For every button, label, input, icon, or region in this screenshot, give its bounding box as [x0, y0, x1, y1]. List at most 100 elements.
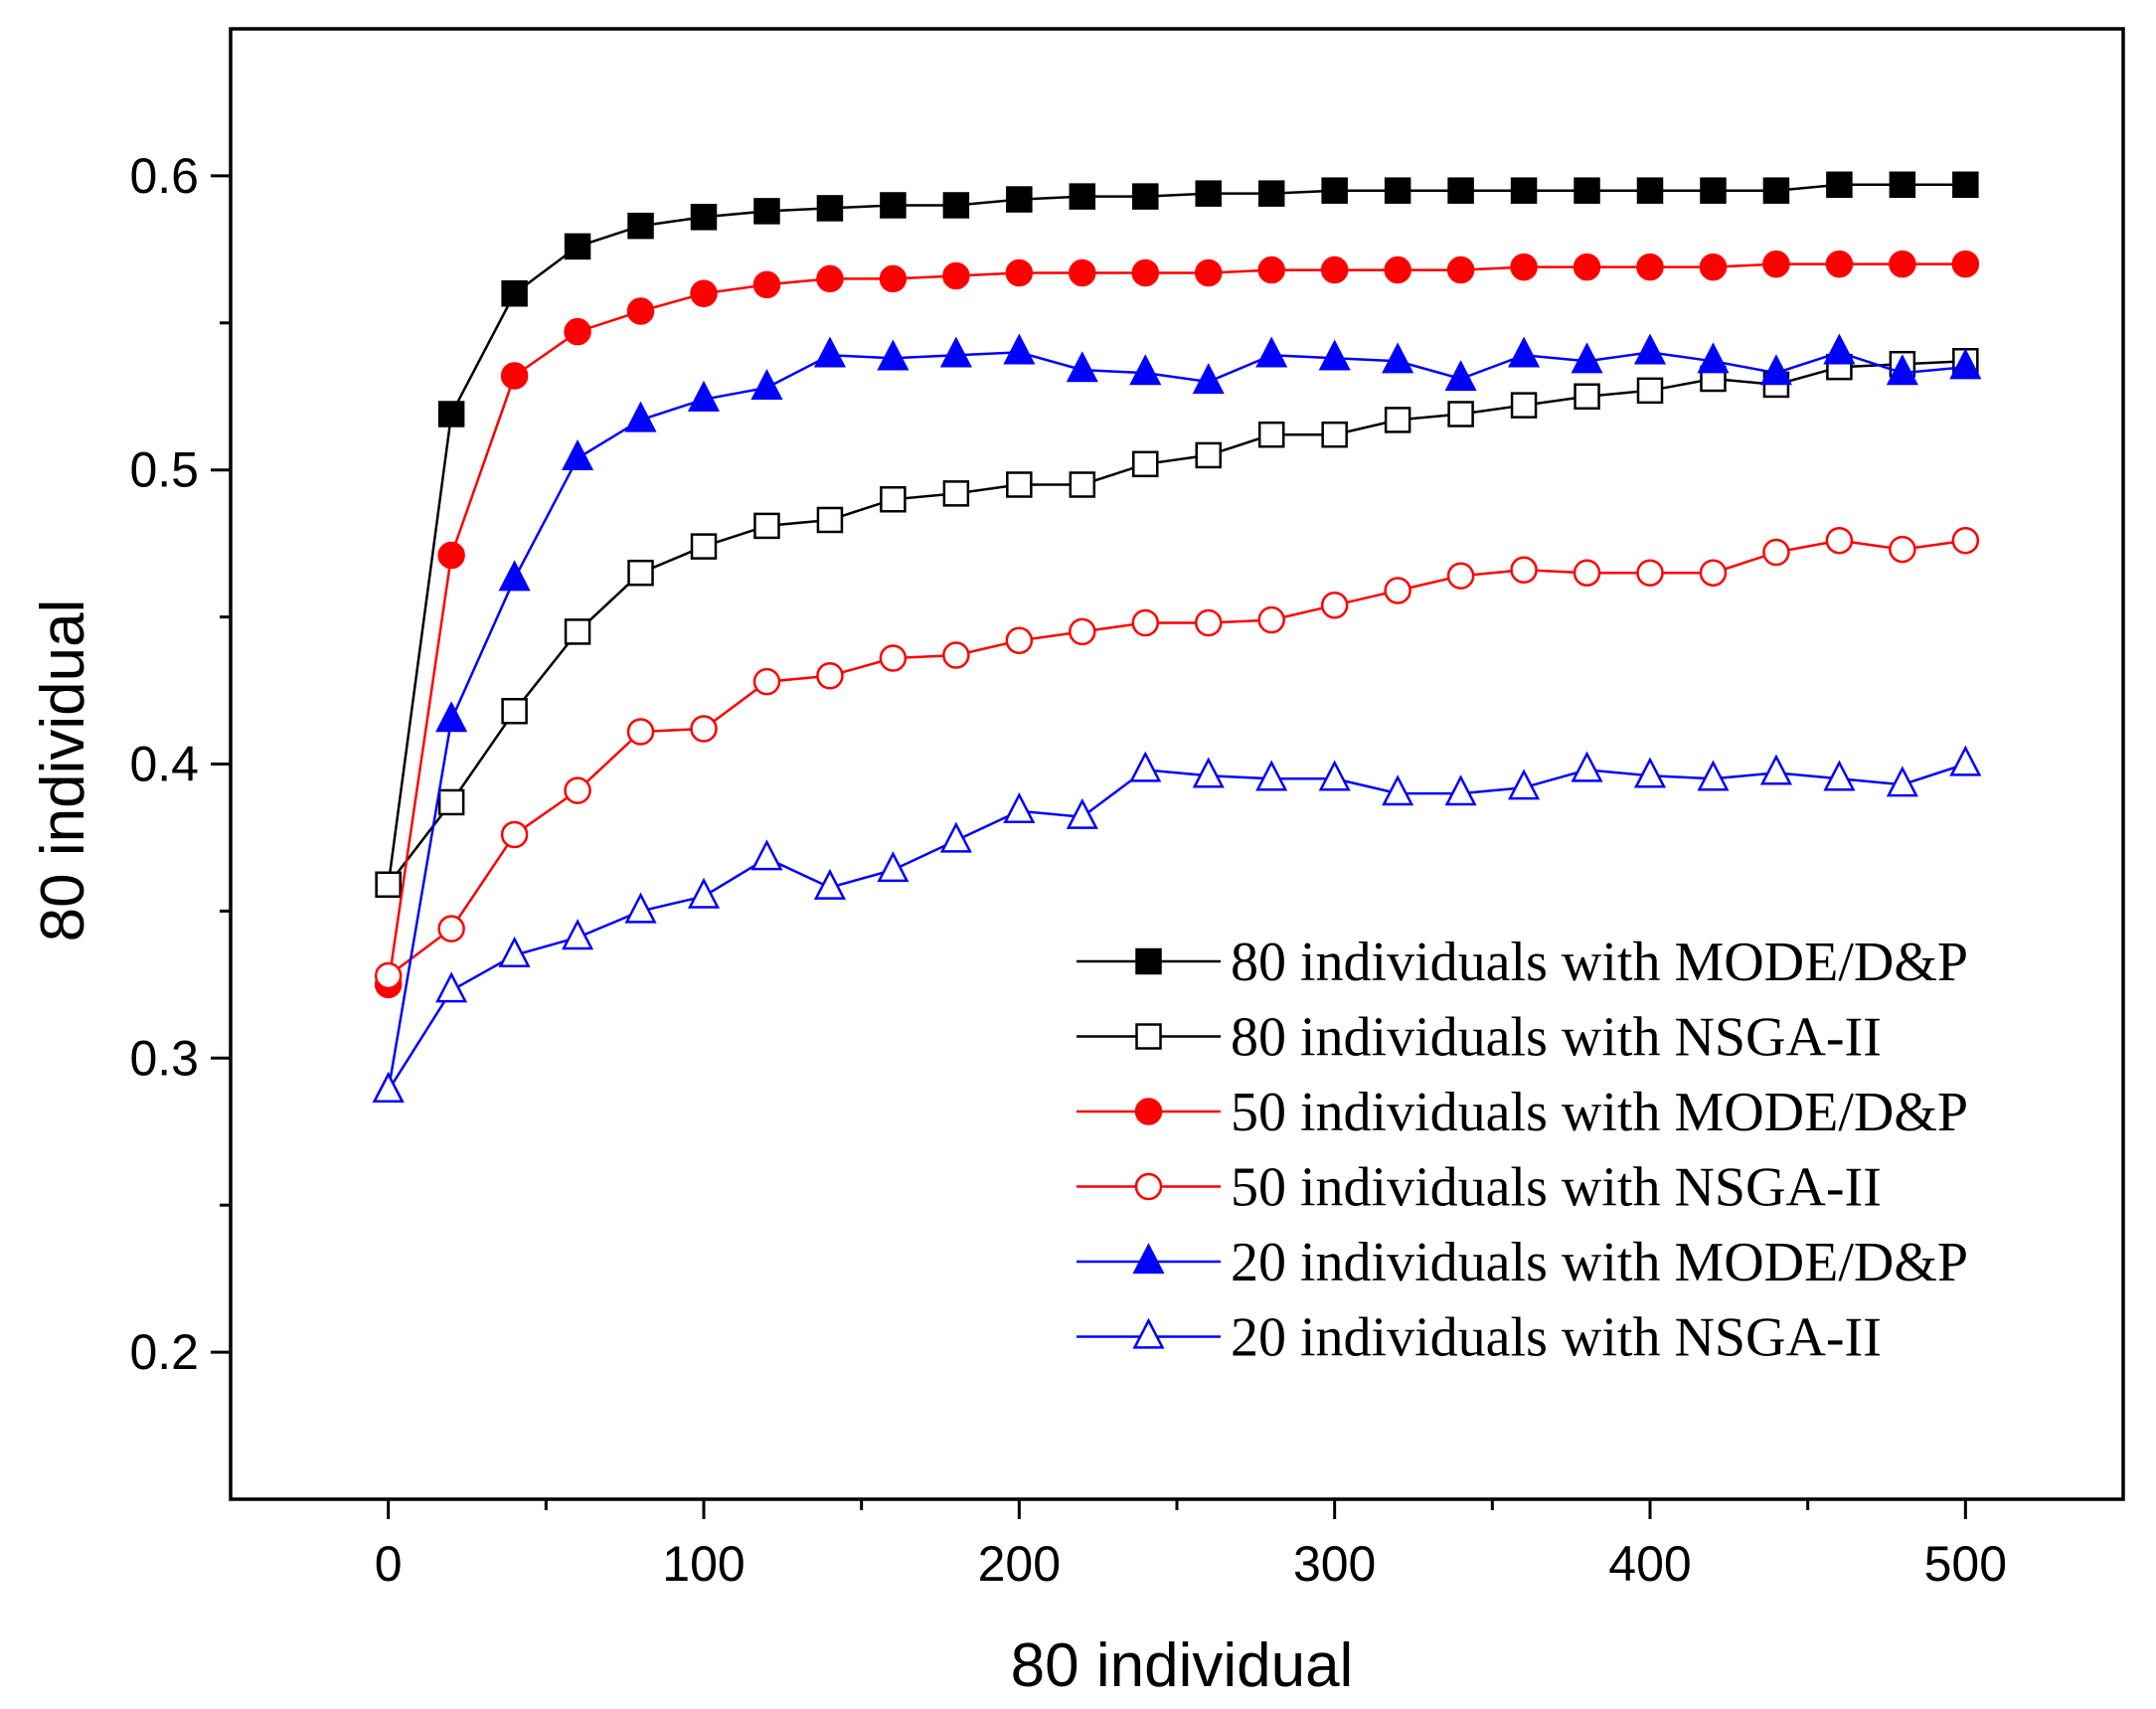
data-point: [752, 270, 781, 299]
series-3: [374, 250, 1980, 999]
data-point: [1573, 559, 1601, 587]
legend-marker: [1132, 1243, 1165, 1275]
data-point: [1257, 421, 1285, 448]
legend-marker: [1135, 1023, 1162, 1050]
data-point: [501, 698, 528, 725]
data-point: [1825, 526, 1854, 555]
data-point: [1700, 177, 1727, 204]
data-point: [1257, 605, 1285, 634]
data-point: [1508, 769, 1541, 800]
data-point: [879, 644, 908, 672]
data-point: [1447, 401, 1474, 427]
data-point: [1069, 258, 1096, 287]
data-point: [1573, 253, 1601, 281]
data-point: [435, 971, 468, 1003]
data-point: [1636, 559, 1664, 587]
data-point: [1255, 336, 1288, 368]
legend: 80 individuals with MODE/D&P 80 individua…: [1077, 932, 1968, 1369]
data-point: [690, 533, 718, 560]
data-point: [501, 279, 528, 307]
data-point: [1886, 766, 1918, 797]
data-point: [1320, 256, 1349, 284]
data-point: [1949, 348, 1982, 380]
legend-marker: [1134, 1098, 1163, 1125]
data-point: [1005, 626, 1034, 655]
data-point: [1762, 177, 1790, 204]
axis-layer: 0 100 200 300 400 500 0.2 0.3 0.4 0.5 0.6: [129, 27, 2125, 1592]
data-point: [1699, 253, 1728, 281]
data-point: [1318, 760, 1351, 791]
x-tick-label: 200: [978, 1536, 1061, 1592]
data-point: [1574, 383, 1600, 410]
data-point: [813, 336, 846, 368]
data-point: [750, 839, 783, 871]
series-line: [387, 763, 1966, 1092]
data-point: [375, 871, 402, 899]
data-point: [1006, 471, 1033, 498]
data-point: [1446, 562, 1475, 590]
data-point: [1384, 177, 1411, 204]
data-point: [1633, 757, 1667, 788]
data-point: [498, 560, 531, 592]
data-point: [564, 776, 591, 804]
data-point: [1255, 760, 1288, 791]
data-point: [1195, 441, 1222, 469]
data-point: [877, 339, 910, 371]
data-point: [942, 261, 970, 290]
data-point: [816, 264, 844, 293]
data-point: [816, 195, 844, 222]
data-point: [1510, 392, 1538, 419]
data-point: [1131, 258, 1160, 287]
data-point: [1951, 526, 1980, 555]
series-6: [372, 745, 1982, 1104]
data-point: [1759, 754, 1792, 785]
x-tick-label: 400: [1608, 1536, 1691, 1592]
legend-item: 80 individuals with NSGA-II: [1077, 1007, 1882, 1069]
data-point: [1951, 250, 1980, 278]
data-point: [1444, 774, 1477, 806]
data-point: [750, 369, 783, 401]
data-point: [435, 701, 468, 733]
data-point: [690, 715, 718, 743]
data-point: [372, 1071, 405, 1104]
data-point: [1069, 183, 1096, 210]
data-point: [1889, 535, 1916, 564]
data-point: [1889, 171, 1916, 199]
data-point: [1132, 183, 1159, 210]
data-point: [564, 233, 591, 260]
legend-marker: [1132, 1317, 1165, 1349]
series-layer: [372, 171, 1982, 1104]
data-point: [1384, 577, 1411, 604]
data-point: [1636, 377, 1664, 405]
data-point: [1069, 617, 1096, 646]
data-point: [816, 506, 844, 534]
legend-item: 80 individuals with MODE/D&P: [1077, 932, 1968, 993]
data-point: [1636, 253, 1664, 281]
y-axis-title: 80 individual: [29, 599, 97, 942]
series-5: [372, 333, 1982, 1104]
data-point: [939, 336, 972, 368]
data-point: [1382, 342, 1414, 374]
data-point: [500, 362, 529, 390]
data-point: [1003, 791, 1036, 823]
data-point: [752, 667, 781, 696]
data-point: [1129, 354, 1162, 386]
data-point: [1510, 556, 1538, 585]
data-point: [437, 401, 465, 427]
legend-label: 80 individuals with NSGA-II: [1231, 1007, 1882, 1069]
data-point: [1446, 256, 1475, 284]
data-point: [562, 439, 594, 471]
data-point: [626, 297, 655, 325]
data-point: [1699, 559, 1728, 587]
data-point: [1384, 407, 1411, 433]
x-axis-title: 80 individual: [1011, 1631, 1354, 1700]
data-point: [1826, 171, 1853, 199]
y-tick-label: 0.4: [129, 737, 199, 792]
data-point: [816, 662, 844, 690]
data-point: [1194, 258, 1223, 287]
x-tick-label: 300: [1293, 1536, 1376, 1592]
data-point: [942, 641, 970, 669]
legend-item: 50 individuals with NSGA-II: [1077, 1157, 1882, 1219]
data-point: [1510, 253, 1538, 281]
